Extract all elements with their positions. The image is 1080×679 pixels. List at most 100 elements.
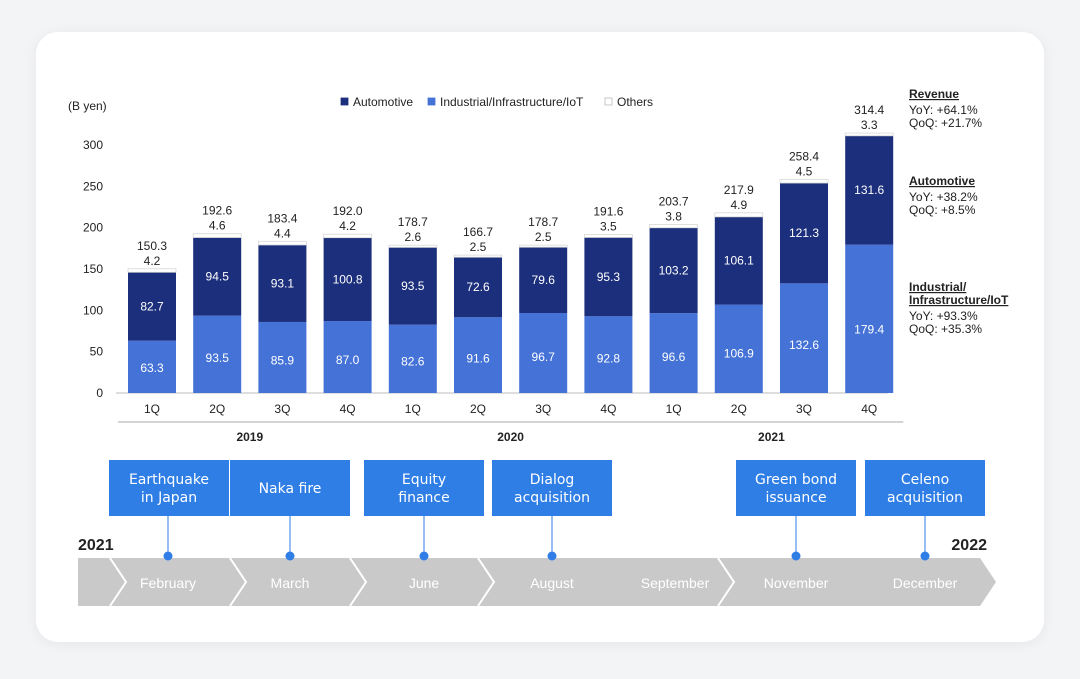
side-note-line: YoY: +38.2% [909, 190, 978, 204]
x-tick-label: 3Q [796, 402, 812, 416]
event-marker [285, 551, 295, 561]
y-axis-label: (B yen) [68, 99, 107, 113]
timeline-month-label: September [641, 575, 710, 591]
chart-legend: Automotive Industrial/Infrastructure/IoT O… [340, 95, 653, 109]
data-label-automotive: 103.2 [659, 263, 689, 277]
timeline-event: Green bond issuance [736, 460, 856, 561]
y-tick-label: 50 [90, 345, 104, 359]
bar-automotive [258, 244, 307, 322]
y-tick-label: 250 [83, 179, 103, 193]
x-tick-label: 4Q [340, 402, 356, 416]
event-label: Equity [402, 472, 446, 488]
data-label-automotive: 131.6 [854, 183, 884, 197]
x-tick-label: 3Q [274, 402, 290, 416]
side-note-line: QoQ: +21.7% [909, 116, 982, 130]
bar-others [127, 268, 177, 273]
data-label-industrial: 96.6 [662, 350, 686, 364]
data-label-total: 191.6 [593, 205, 623, 219]
side-note-title: Automotive [909, 174, 975, 188]
event-marker [547, 551, 557, 561]
bar-others [779, 178, 829, 184]
data-label-automotive: 121.3 [789, 226, 819, 240]
side-note-line: QoQ: +35.3% [909, 322, 982, 336]
side-note-line: QoQ: +8.5% [909, 203, 976, 217]
bar-others [584, 234, 633, 238]
bar-others [192, 233, 242, 238]
x-tick-label: 2Q [470, 402, 486, 416]
event-marker [920, 551, 930, 561]
timeline-start-year: 2021 [78, 537, 114, 554]
bar-automotive [323, 237, 372, 322]
bar-others [714, 212, 764, 218]
data-label-total: 178.7 [398, 215, 428, 229]
timeline-event: Naka fire [230, 460, 350, 561]
data-label-total: 178.7 [528, 215, 558, 229]
timeline-event: Dialog acquisition [492, 460, 612, 561]
x-tick-label: 1Q [144, 402, 160, 416]
timeline-month-label: August [530, 575, 574, 591]
chevron-separator [717, 557, 736, 607]
side-note: Automotive YoY: +38.2%QoQ: +8.5% [909, 174, 978, 217]
bar-automotive [780, 183, 828, 284]
data-label-automotive: 93.1 [271, 276, 295, 290]
timeline-band [78, 558, 996, 606]
event-label: Earthquake [129, 472, 209, 488]
bar-automotive [193, 237, 242, 316]
event-box [109, 460, 229, 516]
bar-industrial [258, 321, 307, 393]
data-label-total: 192.0 [333, 204, 363, 218]
y-tick-label: 150 [83, 262, 103, 276]
data-label-industrial: 85.9 [271, 354, 295, 368]
chevron-separator [109, 557, 128, 607]
data-label-others: 3.8 [665, 210, 682, 224]
data-label-automotive: 72.6 [466, 280, 490, 294]
data-label-total: 183.4 [267, 211, 297, 225]
event-label: in Japan [141, 490, 197, 506]
side-note-line: YoY: +64.1% [909, 103, 978, 117]
data-label-industrial: 91.6 [466, 352, 490, 366]
bar-industrial [388, 324, 437, 393]
bar-industrial [454, 317, 502, 393]
legend-swatch [427, 97, 436, 106]
year-label: 2020 [497, 430, 524, 444]
data-label-others: 2.6 [404, 230, 421, 244]
bar-industrial [845, 244, 894, 393]
chevron-separator [229, 557, 248, 607]
timeline-event: Equity finance [364, 460, 484, 561]
bar-automotive [845, 135, 894, 245]
data-label-industrial: 87.0 [336, 353, 360, 367]
event-box [230, 460, 350, 516]
x-tick-label: 1Q [405, 402, 421, 416]
event-marker [163, 551, 173, 561]
data-label-total: 258.4 [789, 149, 819, 163]
data-label-total: 166.7 [463, 225, 493, 239]
side-note-line: YoY: +93.3% [909, 309, 978, 323]
timeline-event: Earthquake in Japan [109, 460, 229, 561]
bar-industrial [780, 283, 828, 393]
bar-automotive [584, 237, 633, 317]
data-label-others: 4.4 [274, 226, 291, 240]
legend-swatch [340, 97, 349, 106]
bar-industrial [323, 321, 372, 393]
y-tick-label: 300 [83, 138, 103, 152]
legend-swatch [604, 97, 613, 106]
data-label-industrial: 132.6 [789, 338, 819, 352]
event-marker [791, 551, 801, 561]
data-label-industrial: 92.8 [597, 351, 621, 365]
y-tick-label: 200 [83, 221, 103, 235]
chevron-separator [477, 557, 496, 607]
data-label-industrial: 82.6 [401, 355, 425, 369]
legend-label: Industrial/Infrastructure/IoT [440, 95, 584, 109]
event-box [865, 460, 985, 516]
timeline-end-year: 2022 [951, 537, 987, 554]
year-label: 2021 [758, 430, 785, 444]
data-label-industrial: 93.5 [206, 351, 230, 365]
data-label-industrial: 179.4 [854, 323, 884, 337]
side-note-title: Infrastructure/IoT [909, 293, 1009, 307]
bar-automotive [649, 227, 698, 314]
data-label-automotive: 93.5 [401, 279, 425, 293]
timeline-month-label: November [764, 575, 829, 591]
timeline-month-label: June [409, 575, 440, 591]
bar-industrial [519, 313, 568, 393]
data-label-others: 2.5 [535, 230, 552, 244]
